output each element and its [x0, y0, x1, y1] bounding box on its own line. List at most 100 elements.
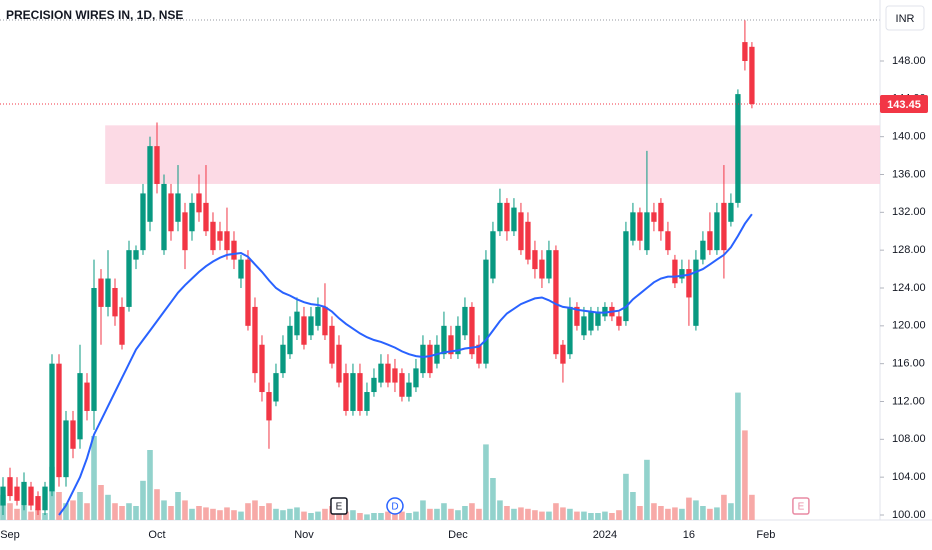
volume-bar [546, 511, 552, 520]
volume-bar [476, 508, 482, 520]
volume-bar [469, 503, 475, 520]
candle-body [651, 212, 657, 222]
candle-body [308, 316, 314, 336]
candle-body [287, 325, 293, 355]
candle-body [77, 373, 83, 440]
candle-body [70, 420, 76, 449]
volume-bar [504, 506, 510, 520]
volume-bar [210, 508, 216, 520]
volume-bar [21, 506, 27, 520]
candle-body [693, 259, 699, 326]
candle-body [196, 193, 202, 213]
y-tick-label: 148.00 [892, 55, 926, 67]
candle-body [112, 287, 118, 317]
volume-bar [266, 503, 272, 520]
candle-body [154, 146, 160, 184]
volume-bar [539, 511, 545, 520]
volume-bar [154, 489, 160, 520]
volume-bar [378, 513, 384, 520]
candle-body [441, 325, 447, 355]
y-tick-label: 140.00 [892, 131, 926, 143]
candle-body [511, 207, 517, 232]
event-label: E [336, 502, 343, 513]
volume-bar [609, 513, 615, 520]
y-tick-label: 104.00 [892, 471, 926, 483]
candle-body [252, 306, 258, 374]
x-tick-label: 16 [683, 529, 695, 541]
volume-bar [308, 513, 314, 520]
volume-bar [7, 503, 13, 520]
volume-bar [651, 503, 657, 520]
candle-body [161, 183, 167, 251]
chart-title: PRECISION WIRES IN, 1D, NSE [6, 8, 183, 22]
volume-bar [259, 506, 265, 520]
volume-bar [399, 511, 405, 520]
volume-bar [371, 513, 377, 520]
event-marker [386, 497, 404, 515]
y-tick-label: 120.00 [892, 320, 926, 332]
candle-body [588, 311, 594, 331]
last-price-tag [880, 95, 928, 114]
volume-bar [168, 506, 174, 520]
volume-bar [511, 508, 517, 520]
volume-bar [14, 508, 20, 520]
candle-body [42, 486, 48, 511]
volume-bar [224, 507, 230, 520]
y-tick-label: 116.00 [892, 358, 925, 370]
candle-body [63, 420, 69, 478]
volume-bar [525, 508, 531, 520]
x-tick-label: Oct [148, 529, 165, 541]
volume-bar [315, 511, 321, 520]
event-label: D [391, 502, 398, 513]
volume-bar [448, 508, 454, 520]
candle-body [168, 193, 174, 232]
volume-bar [336, 510, 342, 520]
volume-bar [406, 513, 412, 520]
volume-bar [245, 503, 251, 520]
candle-body [686, 269, 692, 298]
volume-bar [560, 507, 566, 520]
candle-body [280, 344, 286, 374]
candle-body [672, 259, 678, 284]
last-price-label: 143.45 [887, 99, 921, 111]
candle-body [413, 368, 419, 388]
candle-body [539, 259, 545, 279]
candle-body [525, 221, 531, 260]
volume-bar [357, 513, 363, 520]
volume-bar [490, 478, 496, 520]
volume-bar [63, 503, 69, 520]
currency-box[interactable] [885, 5, 925, 31]
volume-bar [161, 500, 167, 520]
volume-bar [273, 508, 279, 520]
candle-body [637, 212, 643, 241]
candle-body [133, 250, 139, 260]
volume-bar [637, 506, 643, 520]
candle-body [175, 193, 181, 222]
volume-bar [413, 511, 419, 520]
y-tick-label: 132.00 [892, 206, 926, 218]
candle-body [616, 316, 622, 326]
candle-body [553, 250, 559, 355]
x-tick-label: Nov [294, 529, 314, 541]
candle-body [105, 278, 111, 307]
volume-bar [644, 459, 650, 520]
volume-bar [686, 497, 692, 520]
y-tick-label: 128.00 [892, 244, 926, 256]
volume-bar [567, 508, 573, 520]
candle-body [364, 392, 370, 411]
candle-body [714, 212, 720, 251]
candle-body [490, 231, 496, 279]
candle-body [301, 316, 307, 345]
volume-bar [322, 508, 328, 520]
candle-body [336, 344, 342, 383]
candle-body [476, 344, 482, 364]
candle-body [644, 212, 650, 251]
candle-body [322, 306, 328, 336]
volume-bar [350, 510, 356, 520]
candle-body [427, 344, 433, 374]
x-tick-label: Dec [448, 529, 468, 541]
volume-bar [133, 506, 139, 520]
candle-body [700, 240, 706, 260]
volume-bar [735, 392, 741, 520]
